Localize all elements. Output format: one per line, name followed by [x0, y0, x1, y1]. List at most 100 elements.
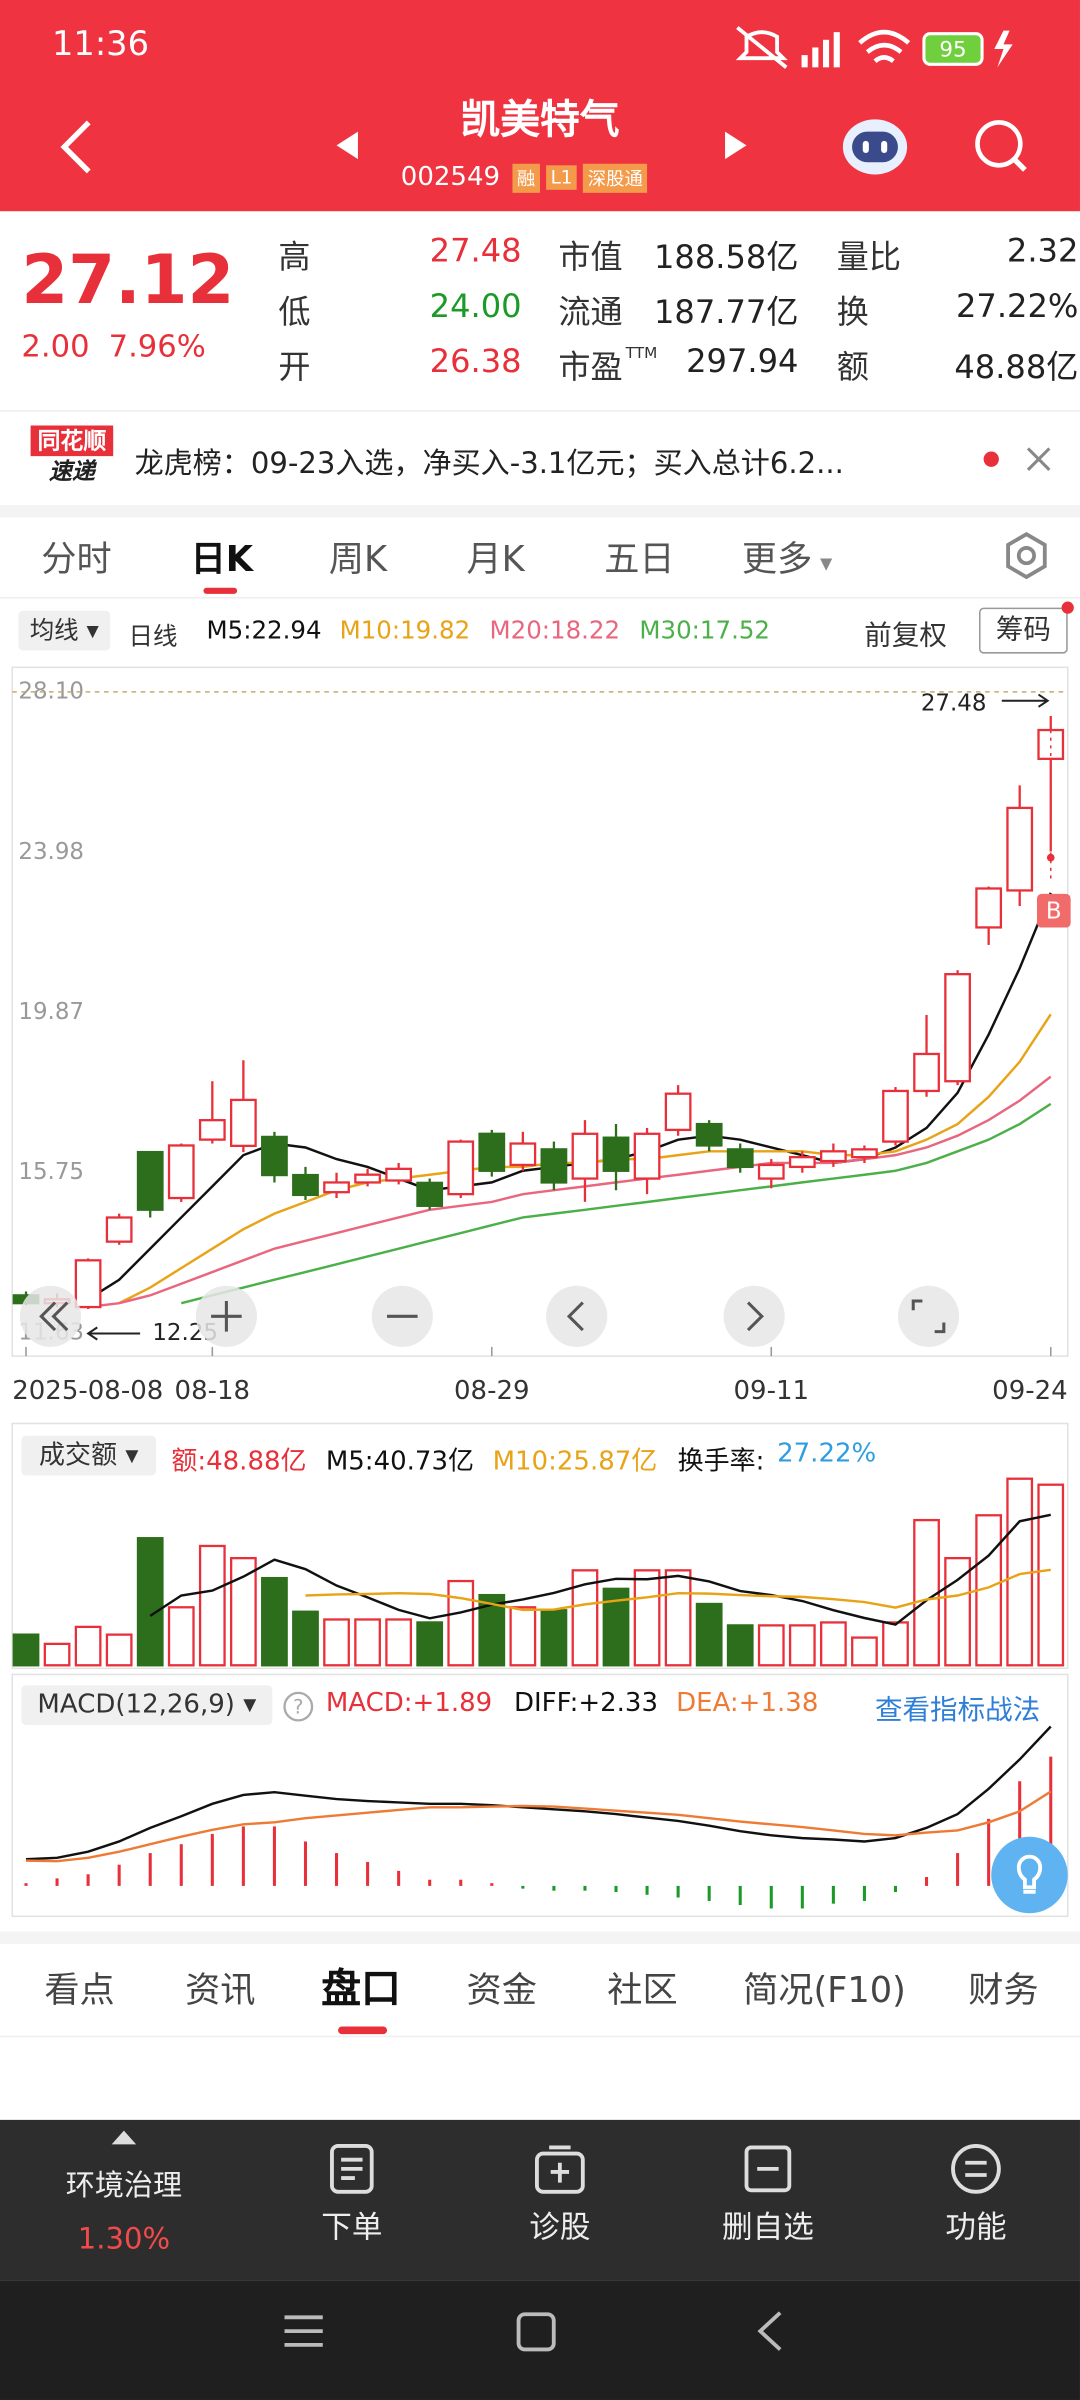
step-right[interactable] — [723, 1285, 785, 1347]
detail-tab[interactable]: 财务 — [968, 1971, 1039, 2012]
volume-bar — [43, 1642, 71, 1667]
period-tab[interactable]: 日K — [190, 540, 254, 581]
candle-body — [571, 1132, 599, 1180]
prev-stock[interactable] — [333, 129, 364, 163]
stat-label: 高 — [278, 238, 311, 276]
candle-body — [105, 1216, 133, 1243]
detail-tab[interactable]: 资金 — [466, 1971, 537, 2012]
back-button[interactable] — [55, 116, 101, 177]
detail-tab[interactable]: 社区 — [607, 1971, 678, 2012]
detail-tab[interactable]: 简况(F10) — [743, 1971, 906, 2012]
detail-tab[interactable]: 资讯 — [185, 1971, 256, 2012]
assistant-icon[interactable] — [838, 110, 911, 180]
price-change: 2.00 — [21, 327, 90, 365]
stat-value: 26.38 — [429, 342, 522, 380]
nav-home[interactable] — [516, 2312, 556, 2352]
nav-menu[interactable] — [284, 2315, 323, 2347]
volume-selector[interactable]: 成交额 ▾ — [21, 1435, 157, 1476]
detail-tab[interactable]: 盘口 — [321, 1966, 401, 2013]
unread-dot — [983, 451, 999, 467]
x-tick-label: 08-18 — [175, 1376, 251, 1406]
detail-tab[interactable]: 看点 — [44, 1971, 115, 2012]
volume-bar — [105, 1633, 133, 1667]
search-button[interactable] — [970, 116, 1031, 177]
ma-selector[interactable]: 均线 ▾ — [18, 610, 111, 651]
candle-body — [478, 1132, 506, 1172]
candle-body — [819, 1150, 847, 1163]
step-left[interactable] — [546, 1285, 608, 1347]
stat-label: 开 — [278, 348, 311, 386]
dock-icon[interactable] — [326, 2143, 378, 2195]
battery-level: 95 — [939, 38, 966, 63]
stat-value: 2.32 — [1006, 232, 1079, 270]
high-label: 27.48 — [921, 690, 987, 716]
candle-body — [695, 1122, 723, 1147]
volume-bar — [633, 1569, 661, 1667]
dock-action[interactable]: 诊股 — [529, 2208, 591, 2246]
high-arrow — [1001, 693, 1050, 708]
expand-arrow[interactable] — [110, 2128, 138, 2146]
dea-legend: DEA:+1.38 — [676, 1688, 819, 1719]
sector-name[interactable]: 环境治理 — [65, 2168, 183, 2203]
volume-bar — [664, 1569, 692, 1667]
volume-bar — [167, 1606, 195, 1667]
volume-bar — [851, 1636, 878, 1667]
next-stock[interactable] — [719, 129, 750, 163]
adjust-button[interactable]: 前复权 — [864, 619, 947, 653]
volume-ma-legend: M5:40.73亿 — [325, 1446, 475, 1478]
period-tab[interactable]: 五日 — [604, 540, 675, 581]
dock-action[interactable]: 功能 — [945, 2208, 1007, 2246]
status-time: 11:36 — [52, 26, 150, 65]
dock-icon[interactable] — [950, 2143, 1002, 2195]
y-tick-label: 19.87 — [18, 999, 84, 1025]
volume-ma-legend: M10:25.87亿 — [492, 1446, 658, 1478]
scroll-left[interactable] — [19, 1285, 82, 1347]
divider — [0, 2035, 1080, 2038]
indicator-tips-link[interactable]: 查看指标战法 — [874, 1694, 1041, 1727]
candle-body — [261, 1135, 288, 1177]
dock-action[interactable]: 下单 — [321, 2208, 383, 2246]
fullscreen[interactable] — [897, 1285, 960, 1347]
close-news[interactable] — [1025, 445, 1053, 473]
stat-value: 48.88亿 — [954, 348, 1079, 386]
dock-action[interactable]: 删自选 — [722, 2208, 814, 2246]
x-tick-label: 2025-08-08 — [12, 1376, 163, 1406]
dock-icon[interactable] — [742, 2143, 794, 2195]
period-tab[interactable]: 月K — [466, 540, 525, 581]
svg-text:?: ? — [293, 1696, 304, 1719]
help-icon[interactable]: ? — [281, 1690, 315, 1724]
tips-button[interactable] — [988, 1834, 1071, 1917]
settings-icon[interactable] — [1000, 530, 1052, 582]
volume-bar — [292, 1610, 319, 1667]
volume-bar — [261, 1576, 288, 1667]
candle-body — [757, 1163, 785, 1180]
candle-body — [851, 1148, 878, 1159]
volume-bar — [913, 1518, 940, 1667]
zoom-in[interactable] — [195, 1285, 257, 1347]
period-tab[interactable]: 分时 — [41, 540, 112, 581]
volume-bar — [819, 1621, 847, 1667]
stat-value: 187.77亿 — [653, 293, 799, 331]
dock-icon[interactable] — [534, 2143, 586, 2195]
volume-bar — [12, 1633, 40, 1667]
candle-body — [229, 1098, 257, 1148]
period-tab[interactable]: 更多 ▾ — [741, 540, 833, 581]
chips-button[interactable]: 筹码 — [979, 607, 1068, 654]
divider — [0, 596, 1080, 599]
volume-bar — [136, 1537, 164, 1667]
candle-body — [975, 887, 1003, 929]
period-tab[interactable]: 周K — [328, 540, 388, 581]
news-text[interactable]: 龙虎榜：09-23入选，净买入-3.1亿元；买入总计6.2... — [134, 446, 844, 481]
volume-bar — [385, 1618, 413, 1667]
macd-title: MACD(12,26,9) — [37, 1689, 235, 1721]
indicator-selector[interactable]: MACD(12,26,9) ▾ — [21, 1685, 273, 1725]
candle-body — [1006, 806, 1034, 892]
stat-value: 27.48 — [429, 232, 522, 270]
volume-bar — [1037, 1483, 1065, 1667]
stat-value: 27.22% — [955, 287, 1079, 325]
zoom-out[interactable] — [371, 1285, 433, 1347]
nav-back[interactable] — [757, 2311, 782, 2351]
candle-body — [882, 1089, 909, 1143]
ma-legend-item: M30:17.52 — [639, 615, 770, 645]
